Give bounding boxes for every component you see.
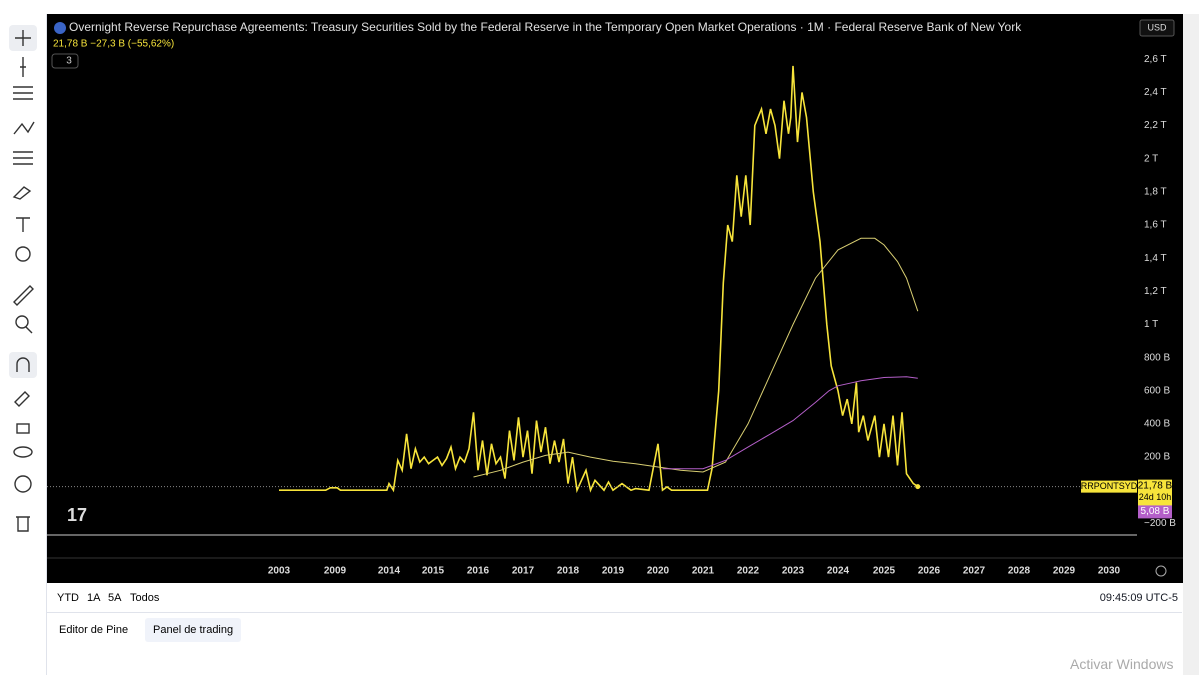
- series-line: [279, 65, 919, 494]
- x-tick-label: 2028: [1008, 566, 1031, 577]
- settings-icon[interactable]: [1155, 565, 1167, 577]
- x-tick-label: 2009: [324, 566, 347, 577]
- chart-title: Overnight Reverse Repurchase Agreements:…: [69, 20, 1022, 34]
- currency-button[interactable]: [1139, 19, 1175, 37]
- ma-value-label: 5,08 B: [1141, 506, 1170, 517]
- series-line: [473, 237, 919, 478]
- right-scroll: [1183, 14, 1199, 675]
- toolbar-icons: [9, 25, 37, 532]
- x-tick-label: 2003: [268, 566, 291, 577]
- tab[interactable]: Panel de trading: [145, 618, 242, 642]
- x-tick-label: 2015: [422, 566, 445, 577]
- range-button[interactable]: Todos: [130, 592, 160, 604]
- x-tick-label: 2017: [512, 566, 535, 577]
- logo: 17: [67, 505, 87, 525]
- x-tick-label: 2029: [1053, 566, 1076, 577]
- x-tick-label: 2027: [963, 566, 986, 577]
- flag-icon: [54, 22, 66, 34]
- last-point: [915, 484, 921, 490]
- symbol-label: RRPONTSYD: [1081, 481, 1138, 491]
- x-tick-label: 2021: [692, 566, 715, 577]
- x-tick-label: 2022: [737, 566, 760, 577]
- indicator-toggle[interactable]: [51, 53, 79, 69]
- bottom-bar: YTD 1A 5A Todos 09:45:09 UTC-5: [47, 584, 1182, 613]
- y-tick-label: 2,6 T: [1144, 54, 1167, 65]
- symbol-tag: [1081, 480, 1137, 493]
- y-tick-label: 2,2 T: [1144, 120, 1167, 131]
- tabs: Editor de Pine Panel de trading: [47, 616, 1182, 646]
- y-tick-label: 400 B: [1144, 419, 1170, 430]
- bottom-panel: [47, 648, 1182, 675]
- y-tick-label: 1 T: [1144, 319, 1158, 330]
- x-tick-label: 2016: [467, 566, 490, 577]
- chart-panel: Overnight Reverse Repurchase Agreements:…: [47, 14, 1183, 583]
- x-tick-label: 2024: [827, 566, 850, 577]
- range-button[interactable]: YTD: [57, 592, 79, 604]
- countdown: 24d 10h: [1139, 492, 1172, 502]
- x-tick-label: 2019: [602, 566, 625, 577]
- range-button[interactable]: 1A: [87, 592, 101, 604]
- currency: USD: [1147, 22, 1167, 32]
- x-tick-label: 2030: [1098, 566, 1121, 577]
- watermark: Activar Windows: [1070, 656, 1174, 672]
- y-tick-label: 2,4 T: [1144, 87, 1167, 98]
- x-tick-label: 2014: [378, 566, 401, 577]
- price-tag: [1138, 479, 1172, 506]
- x-tick-label: 2018: [557, 566, 580, 577]
- x-tick-label: 2020: [647, 566, 670, 577]
- y-tick-label: 1,4 T: [1144, 253, 1167, 264]
- range-button[interactable]: 5A: [108, 592, 122, 604]
- y-tick-label: 1,8 T: [1144, 186, 1167, 197]
- y-tick-label: −200 B: [1144, 518, 1176, 529]
- y-tick-label: 200 B: [1144, 452, 1170, 463]
- y-tick-label: 800 B: [1144, 352, 1170, 363]
- left-toolbar: [0, 14, 47, 675]
- x-tick-label: 2025: [873, 566, 896, 577]
- y-tick-label: 2 T: [1144, 153, 1158, 164]
- clock: 09:45:09 UTC-5: [1099, 592, 1178, 604]
- tab[interactable]: Editor de Pine: [59, 624, 129, 636]
- x-tick-label: 2023: [782, 566, 805, 577]
- y-tick-label: 1,6 T: [1144, 220, 1167, 231]
- last-value-label: 21,78 B: [1138, 480, 1173, 491]
- ma-tag: [1138, 505, 1172, 519]
- legend-values: 21,78 B −27,3 B (−55,62%): [53, 39, 174, 50]
- y-tick-label: 600 B: [1144, 385, 1170, 396]
- series-line: [662, 376, 918, 470]
- indicator-count: 3: [66, 56, 72, 67]
- y-tick-label: 1,2 T: [1144, 286, 1167, 297]
- x-tick-label: 2026: [918, 566, 941, 577]
